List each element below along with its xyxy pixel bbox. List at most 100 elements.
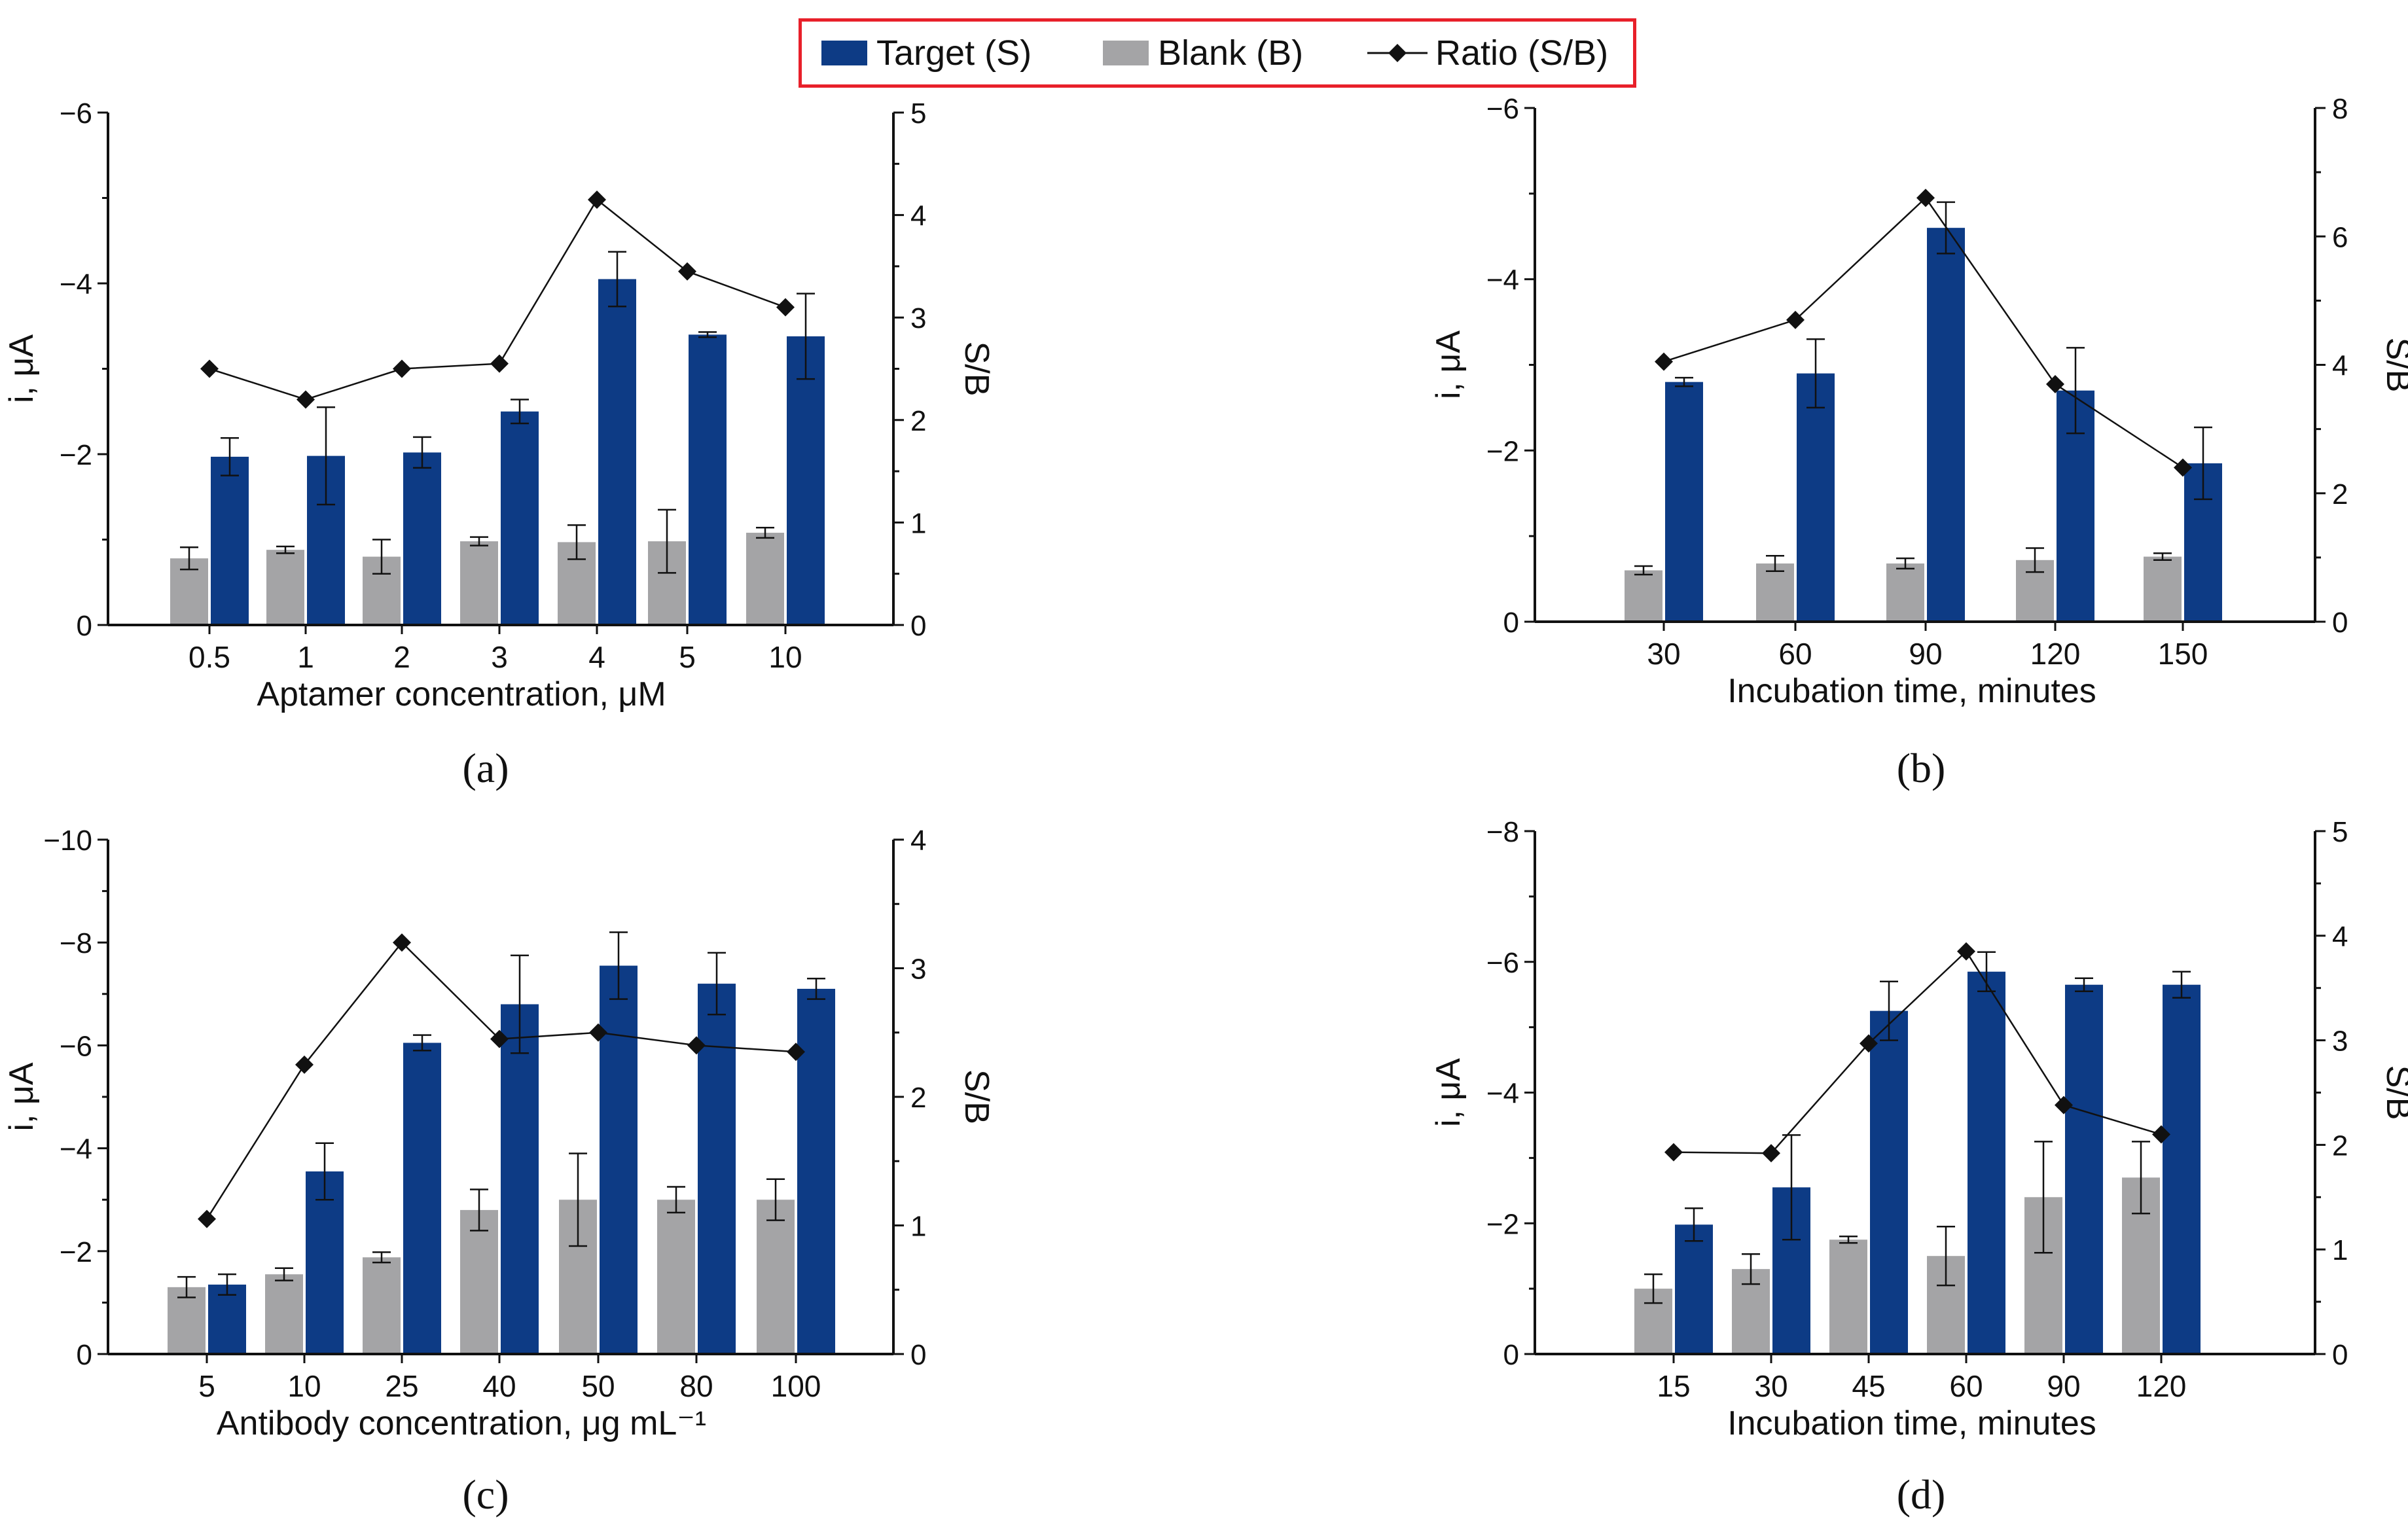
blank-bar bbox=[460, 541, 498, 625]
legend-ratio: Ratio (S/B) bbox=[1365, 22, 1608, 84]
target-bar bbox=[1870, 1010, 1908, 1354]
ratio-point bbox=[678, 262, 696, 281]
left-tick-label: −2 bbox=[1486, 435, 1519, 467]
right-tick-label: 2 bbox=[910, 405, 926, 437]
legend-ratio-label: Ratio (S/B) bbox=[1435, 33, 1609, 73]
blank-bar bbox=[168, 1287, 206, 1354]
right-tick-label: 4 bbox=[2332, 350, 2348, 382]
ratio-point bbox=[1916, 188, 1935, 207]
left-tick-label: −10 bbox=[43, 825, 92, 857]
legend-blank-swatch bbox=[1103, 41, 1149, 65]
right-tick-label: 5 bbox=[910, 98, 926, 130]
ratio-point bbox=[200, 359, 219, 378]
x-tick-label: 150 bbox=[2158, 637, 2208, 671]
legend-box: Target (S) Blank (B) Ratio (S/B) bbox=[799, 18, 1636, 88]
y2-axis-title: S/B bbox=[958, 1069, 996, 1124]
left-tick-label: −6 bbox=[1486, 93, 1519, 125]
right-tick-label: 0 bbox=[910, 1339, 926, 1371]
ratio-point bbox=[787, 1043, 805, 1061]
blank-bar bbox=[265, 1274, 303, 1354]
right-tick-label: 8 bbox=[2332, 93, 2348, 125]
y-axis-title: i, μA bbox=[3, 1062, 41, 1131]
x-tick-label: 0.5 bbox=[189, 640, 230, 674]
legend-target-label: Target (S) bbox=[876, 33, 1032, 73]
x-tick-label: 30 bbox=[1754, 1369, 1788, 1403]
right-tick-label: 3 bbox=[910, 302, 926, 334]
blank-bar bbox=[1886, 563, 1924, 622]
left-tick-label: −6 bbox=[60, 1030, 92, 1062]
right-tick-label: 3 bbox=[910, 954, 926, 986]
right-tick-label: 4 bbox=[2332, 921, 2348, 953]
y-axis-title: i, μA bbox=[1429, 1058, 1467, 1127]
blank-bar bbox=[1756, 563, 1794, 622]
x-axis-title: Incubation time, minutes bbox=[1727, 1404, 2096, 1442]
y2-axis-title: S/B bbox=[958, 342, 996, 397]
blank-bar bbox=[1829, 1240, 1867, 1354]
ratio-point bbox=[776, 298, 795, 317]
left-tick-label: −8 bbox=[60, 927, 92, 959]
panel-c: 0 −2 −4 −6 −8 −10 0 1 2 3 4 5 10 25 40 50 80 100 Antibody … bbox=[3, 825, 996, 1518]
panel-label: (b) bbox=[1897, 745, 1946, 791]
x-tick-label: 40 bbox=[482, 1369, 516, 1403]
right-tick-label: 2 bbox=[2332, 1130, 2348, 1162]
ratio-point bbox=[1664, 1143, 1683, 1162]
left-tick-label: −2 bbox=[60, 439, 92, 471]
panel-label: (c) bbox=[462, 1471, 509, 1518]
blank-bar bbox=[746, 533, 784, 625]
right-tick-label: 5 bbox=[2332, 816, 2348, 848]
left-tick-label: −4 bbox=[60, 268, 92, 300]
ratio-point bbox=[687, 1036, 706, 1055]
legend-blank: Blank (B) bbox=[1103, 22, 1303, 84]
blank-bar bbox=[460, 1209, 498, 1354]
x-tick-label: 15 bbox=[1657, 1369, 1690, 1403]
ratio-point bbox=[295, 1055, 314, 1074]
right-tick-label: 2 bbox=[910, 1082, 926, 1114]
x-tick-label: 2 bbox=[393, 640, 410, 674]
panel-label: (a) bbox=[462, 745, 509, 791]
x-tick-label: 60 bbox=[1949, 1369, 1983, 1403]
blank-bar bbox=[757, 1200, 795, 1354]
x-tick-label: 30 bbox=[1647, 637, 1680, 671]
ratio-line bbox=[1673, 950, 2162, 1154]
left-tick-label: 0 bbox=[77, 610, 92, 642]
left-tick-label: −6 bbox=[1486, 947, 1519, 979]
left-tick-label: −2 bbox=[60, 1236, 92, 1268]
x-tick-label: 10 bbox=[768, 640, 802, 674]
x-tick-label: 120 bbox=[2030, 637, 2081, 671]
ratio-point bbox=[1655, 352, 1673, 371]
right-tick-label: 1 bbox=[910, 1211, 926, 1243]
legend-target-swatch bbox=[821, 41, 867, 65]
x-tick-label: 80 bbox=[679, 1369, 713, 1403]
left-tick-label: −6 bbox=[60, 98, 92, 130]
target-bar bbox=[787, 336, 825, 625]
y2-axis-title: S/B bbox=[2379, 338, 2408, 393]
x-axis-title: Aptamer concentration, μM bbox=[257, 675, 666, 713]
target-bar bbox=[2163, 984, 2201, 1354]
blank-bar bbox=[2144, 556, 2182, 622]
right-tick-label: 3 bbox=[2332, 1026, 2348, 1058]
x-axis-title: Incubation time, minutes bbox=[1727, 672, 2096, 710]
x-tick-label: 5 bbox=[679, 640, 696, 674]
target-bar bbox=[797, 988, 835, 1354]
left-tick-label: −8 bbox=[1486, 816, 1519, 848]
legend-target: Target (S) bbox=[821, 22, 1032, 84]
target-bar bbox=[1665, 382, 1703, 622]
panel-a: 0 −2 −4 −6 0 1 2 3 4 5 0.5 1 2 3 4 5 10 Aptamer concentra… bbox=[3, 98, 996, 791]
right-tick-label: 2 bbox=[2332, 478, 2348, 510]
ratio-point bbox=[1860, 1034, 1878, 1053]
right-tick-label: 6 bbox=[2332, 221, 2348, 253]
target-bar bbox=[2065, 984, 2103, 1354]
y-axis-title: i, μA bbox=[1429, 330, 1467, 399]
x-tick-label: 120 bbox=[2136, 1369, 2187, 1403]
right-tick-label: 0 bbox=[910, 610, 926, 642]
target-bar bbox=[600, 965, 638, 1354]
right-tick-label: 4 bbox=[910, 825, 926, 857]
right-tick-label: 4 bbox=[910, 200, 926, 232]
target-bar bbox=[208, 1284, 246, 1354]
target-bar bbox=[698, 984, 736, 1354]
ratio-point bbox=[2152, 1125, 2170, 1144]
x-tick-label: 45 bbox=[1852, 1369, 1885, 1403]
ratio-point bbox=[1957, 942, 1975, 961]
ratio-point bbox=[2174, 458, 2192, 477]
